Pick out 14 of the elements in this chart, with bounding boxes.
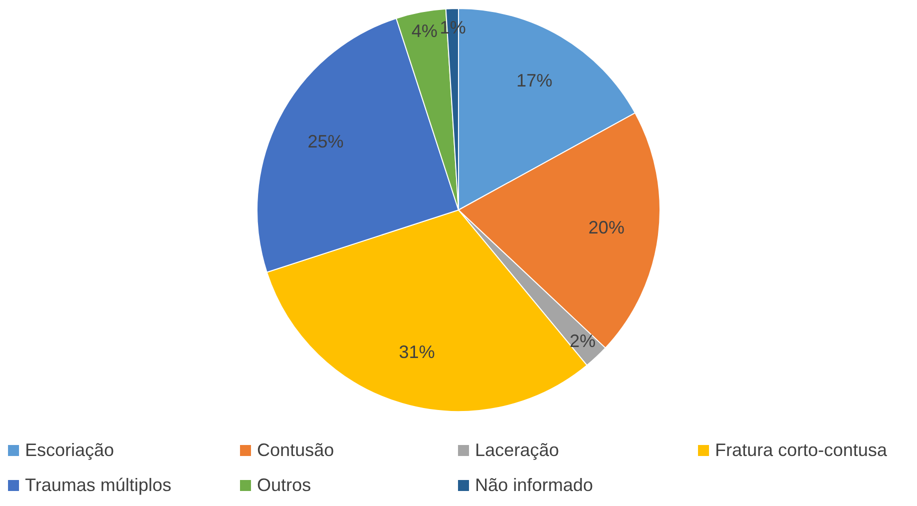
data-label: 31% bbox=[398, 342, 435, 362]
legend-label: Outros bbox=[257, 475, 312, 496]
data-label: 1% bbox=[440, 18, 466, 38]
data-label: 25% bbox=[308, 131, 344, 152]
legend-label: Laceração bbox=[475, 440, 560, 461]
legend-label: Não informado bbox=[475, 475, 594, 496]
data-label: 4% bbox=[412, 20, 438, 41]
legend-label: Escoriação bbox=[25, 440, 114, 461]
data-label: 17% bbox=[516, 70, 552, 91]
data-label: 20% bbox=[588, 218, 624, 238]
legend-label: Fratura corto-contusa bbox=[715, 440, 888, 461]
legend-label: Traumas múltiplos bbox=[25, 475, 172, 496]
legend-label: Contusão bbox=[257, 440, 334, 461]
data-label: 2% bbox=[570, 331, 596, 352]
